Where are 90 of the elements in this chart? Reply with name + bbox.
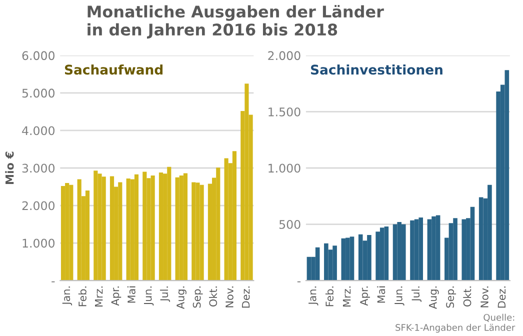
- bar: [341, 238, 346, 281]
- bar: [418, 218, 423, 281]
- y-axis-title: Mio €: [5, 152, 14, 184]
- bar: [102, 176, 106, 281]
- x-tick-label: Apr.: [360, 286, 370, 306]
- bar: [478, 197, 484, 281]
- x-tick-label: Jun.: [144, 286, 154, 306]
- x-tick-label: Jun.: [394, 286, 404, 306]
- x-tick-label: Jan.: [308, 286, 318, 306]
- bar: [358, 234, 363, 281]
- x-tick-label: Okt.: [209, 286, 218, 306]
- bar: [158, 172, 164, 281]
- x-tick-label: Jul.: [160, 286, 170, 302]
- y-tick-label: -: [297, 281, 301, 282]
- x-tick-label: Mrz.: [95, 286, 103, 306]
- bar: [196, 182, 200, 281]
- bar: [134, 174, 139, 281]
- bar: [183, 173, 188, 281]
- x-tick-label: Mrz.: [342, 286, 351, 306]
- bar: [77, 179, 82, 281]
- bar: [192, 182, 196, 281]
- x-tick-label: Sep.: [446, 286, 456, 308]
- bar: [69, 184, 74, 281]
- bar: [315, 247, 320, 281]
- bar: [167, 166, 172, 281]
- x-tick-label: Feb.: [78, 286, 86, 306]
- bar: [453, 218, 458, 281]
- bar: [110, 176, 114, 281]
- bar: [410, 220, 414, 281]
- bar: [462, 219, 466, 281]
- bar: [216, 168, 220, 281]
- bar: [401, 224, 406, 281]
- x-tick-label: Sep.: [192, 286, 203, 308]
- bar: [504, 70, 510, 281]
- source-note: Quelle: SFK-1-Angaben der Länder: [396, 314, 516, 333]
- y-tick-label: 3.000: [22, 164, 54, 173]
- bar: [85, 190, 90, 281]
- bar: [175, 177, 180, 281]
- bar: [427, 219, 432, 281]
- text: Sachinvestitionen: [310, 64, 442, 75]
- bar: [350, 236, 354, 281]
- bar: [306, 256, 312, 281]
- bar: [367, 234, 372, 281]
- x-tick-label: Nov.: [480, 286, 488, 308]
- x-tick-label: Jan.: [62, 286, 72, 306]
- y-tick-label: 1.000: [22, 238, 54, 248]
- bar: [200, 184, 204, 281]
- x-tick-label: Mai: [127, 286, 136, 303]
- bar: [98, 174, 102, 281]
- bar: [142, 172, 147, 281]
- bar: [392, 224, 398, 281]
- x-tick-label: Dez.: [498, 286, 506, 308]
- y-tick-label: 500: [279, 220, 300, 229]
- x-tick-label: Aug.: [176, 286, 186, 309]
- y-tick-label: 1.000: [268, 164, 300, 173]
- bar: [332, 246, 337, 281]
- bar: [224, 158, 228, 281]
- x-tick-label: Dez.: [242, 286, 250, 308]
- bar: [470, 206, 475, 281]
- bar: [118, 182, 122, 281]
- bar: [94, 170, 98, 281]
- y-tick-label: 4.000: [22, 126, 54, 136]
- bar: [126, 178, 130, 281]
- x-tick-label: Aug.: [429, 286, 439, 309]
- chart-title: Monatliche Ausgaben der Länder in den Jahren 2016 bis 2018: [88, 5, 384, 39]
- bar: [179, 176, 184, 281]
- bar: [432, 216, 436, 281]
- x-tick-label: Okt.: [463, 286, 472, 306]
- bar: [65, 183, 70, 281]
- text: Sachaufwand: [64, 64, 162, 75]
- bar: [324, 243, 328, 281]
- x-tick-label: Nov.: [226, 286, 234, 308]
- bar: [436, 215, 440, 281]
- y-tick-label: 6.000: [22, 51, 54, 60]
- bar: [384, 226, 389, 281]
- y-tick-label: -: [52, 281, 55, 282]
- bar: [244, 84, 249, 281]
- y-tick-label: 2.000: [268, 51, 300, 60]
- x-tick-label: Apr.: [111, 286, 122, 306]
- bar: [232, 151, 237, 281]
- y-tick-label: 5.000: [22, 88, 54, 98]
- x-tick-label: Feb.: [325, 286, 334, 306]
- bar: [150, 176, 155, 281]
- x-tick-label: Mai: [377, 286, 386, 303]
- bar: [414, 219, 419, 281]
- bar: [60, 186, 66, 281]
- y-tick-label: 1.500: [268, 107, 300, 116]
- y-tick-label: 2.000: [22, 201, 54, 210]
- bar: [380, 228, 384, 281]
- x-tick-label: Jul.: [412, 286, 422, 302]
